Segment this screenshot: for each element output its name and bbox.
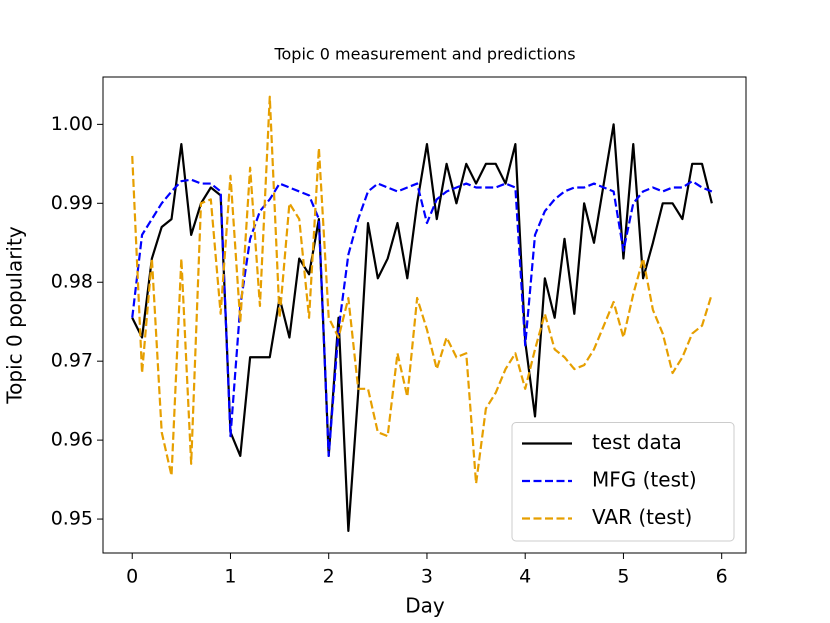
y-tick-label: 0.99 <box>51 192 93 214</box>
y-tick-label: 0.98 <box>51 271 93 293</box>
x-tick-label: 0 <box>126 566 138 588</box>
y-axis-label: Topic 0 popularity <box>3 226 27 404</box>
x-tick-label: 6 <box>716 566 728 588</box>
legend-label: MFG (test) <box>592 468 697 492</box>
legend-box <box>511 422 735 542</box>
chart-title: Topic 0 measurement and predictions <box>273 45 575 64</box>
x-tick-label: 2 <box>323 566 335 588</box>
x-tick-label: 4 <box>519 566 531 588</box>
plot-frame <box>102 76 747 554</box>
legend-label: VAR (test) <box>592 505 692 529</box>
x-tick-label: 3 <box>421 566 433 588</box>
y-tick-label: 0.95 <box>51 508 93 530</box>
series-line <box>131 178 713 458</box>
x-tick-label: 1 <box>224 566 236 588</box>
series-line <box>131 95 713 485</box>
legend-label: test data <box>592 430 682 454</box>
y-tick-label: 0.97 <box>51 350 93 372</box>
x-tick-label: 5 <box>617 566 629 588</box>
y-tick-label: 1.00 <box>51 113 93 135</box>
y-tick-label: 0.96 <box>51 429 93 451</box>
x-axis-label: Day <box>405 594 445 618</box>
